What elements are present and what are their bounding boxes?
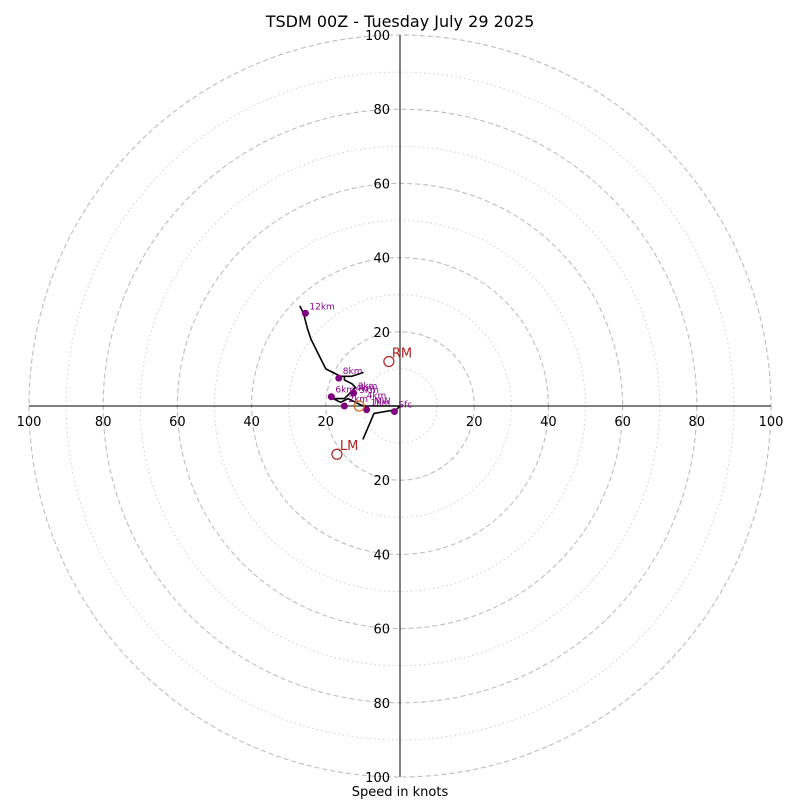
tick-label: 40	[243, 415, 260, 430]
storm-motion-label: LM	[340, 439, 358, 454]
height-label: 8km	[343, 367, 363, 377]
height-label: 4km	[355, 384, 375, 394]
storm-motion-marker	[331, 448, 343, 460]
x-axis-label: Speed in knots	[352, 785, 449, 800]
tick-label: 100	[365, 771, 390, 786]
storm-motion-marker	[353, 400, 365, 412]
chart-title: TSDM 00Z - Tuesday July 29 2025	[265, 12, 535, 31]
tick-label: 80	[689, 415, 706, 430]
height-label: MW	[374, 397, 391, 407]
height-marker-1km	[363, 406, 371, 414]
height-marker-3km	[350, 389, 358, 397]
tick-label: 100	[17, 415, 42, 430]
tick-label: 60	[614, 415, 631, 430]
tick-label: 40	[373, 548, 390, 563]
tick-label: 20	[373, 474, 390, 489]
height-label: 6km	[335, 386, 355, 396]
storm-motion-label: RM	[392, 346, 412, 361]
tick-label: 80	[95, 415, 112, 430]
height-marker-12km	[301, 309, 309, 317]
tick-label: 40	[373, 252, 390, 267]
height-label: 3km	[358, 382, 378, 392]
tick-label: 40	[540, 415, 557, 430]
height-marker-8km	[335, 374, 343, 382]
storm-motions: RM LM	[331, 346, 412, 460]
height-marker-Sfc	[390, 408, 398, 416]
height-marker-2km	[340, 402, 348, 410]
tick-label: 20	[373, 326, 390, 341]
tick-label: 100	[759, 415, 784, 430]
storm-motion-marker	[383, 355, 395, 368]
tick-label: 60	[373, 623, 390, 638]
tick-labels: 20 20 20 20 40 40 40 40 60 60 60 60 80 80 80 80 100 100 10…	[17, 29, 784, 786]
height-label: 1km	[371, 399, 391, 409]
tick-label: 80	[373, 103, 390, 118]
tick-label: 100	[365, 29, 390, 44]
tick-label: 20	[318, 415, 335, 430]
tick-label: 60	[373, 177, 390, 192]
tick-label: 80	[373, 697, 390, 712]
height-label: 5km	[359, 386, 379, 396]
height-label: Sfc	[398, 401, 412, 411]
height-label: 4km	[367, 392, 387, 402]
height-label: 2km	[348, 395, 368, 405]
height-label: 12km	[309, 302, 334, 312]
tick-label: 20	[466, 415, 483, 430]
tick-label: 60	[169, 415, 186, 430]
height-marker-6km	[327, 393, 335, 401]
